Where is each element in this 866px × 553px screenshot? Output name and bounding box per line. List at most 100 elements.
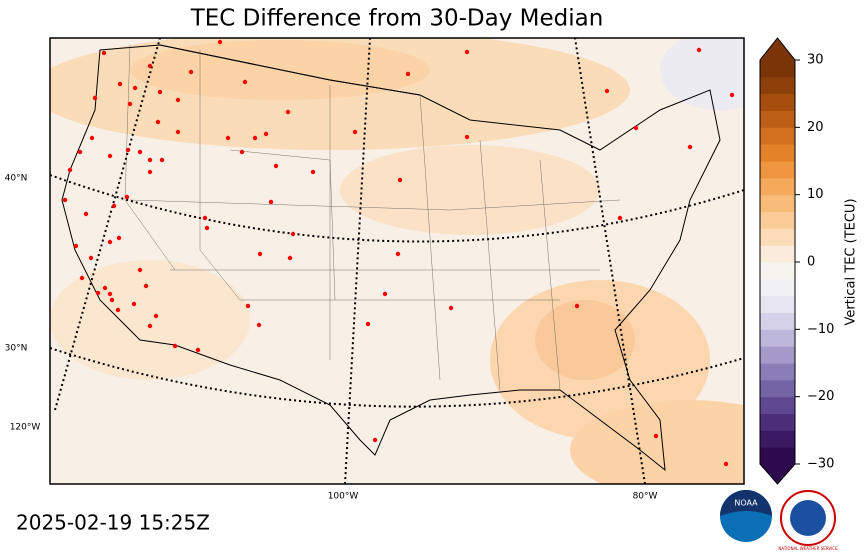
station bbox=[204, 225, 210, 231]
station bbox=[62, 197, 68, 203]
colorbar-band bbox=[760, 346, 795, 364]
station bbox=[225, 135, 231, 141]
station bbox=[285, 109, 291, 115]
station bbox=[127, 101, 133, 107]
station bbox=[653, 433, 659, 439]
colorbar-tick-label: −30 bbox=[807, 457, 834, 472]
station bbox=[137, 267, 143, 273]
colorbar-band bbox=[760, 194, 795, 212]
station bbox=[159, 157, 165, 163]
timestamp: 2025-02-19 15:25Z bbox=[16, 511, 210, 535]
station bbox=[268, 199, 274, 205]
station bbox=[687, 144, 693, 150]
nws-logo: NATIONAL WEATHER SERVICE bbox=[778, 490, 838, 551]
colorbar-band bbox=[760, 363, 795, 381]
logo-text: NATIONAL WEATHER SERVICE bbox=[778, 546, 838, 551]
station bbox=[89, 135, 95, 141]
station bbox=[464, 49, 470, 55]
logo-text: NOAA bbox=[734, 499, 758, 508]
station bbox=[188, 69, 194, 75]
station bbox=[131, 301, 137, 307]
station bbox=[124, 194, 130, 200]
station bbox=[729, 92, 735, 98]
station bbox=[604, 88, 610, 94]
station bbox=[633, 125, 639, 131]
colorbar-band bbox=[760, 447, 795, 465]
colorbar-band bbox=[760, 245, 795, 263]
station bbox=[83, 211, 89, 217]
station bbox=[107, 291, 113, 297]
colorbar-band bbox=[760, 60, 795, 78]
station bbox=[116, 235, 122, 241]
station bbox=[172, 343, 178, 349]
colorbar-band bbox=[760, 295, 795, 313]
station bbox=[574, 303, 580, 309]
colorbar-band bbox=[760, 228, 795, 246]
station bbox=[365, 321, 371, 327]
station bbox=[217, 39, 223, 45]
station bbox=[107, 239, 113, 245]
station bbox=[77, 149, 83, 155]
station bbox=[102, 285, 108, 291]
station bbox=[107, 153, 113, 159]
colorbar-tick-label: 20 bbox=[807, 120, 824, 135]
station bbox=[382, 291, 388, 297]
station bbox=[617, 215, 623, 221]
station bbox=[101, 50, 107, 56]
station bbox=[287, 255, 293, 261]
station bbox=[111, 203, 117, 209]
station bbox=[147, 157, 153, 163]
colorbar-band bbox=[760, 278, 795, 297]
colorbar-band bbox=[760, 110, 795, 128]
colorbar-band bbox=[760, 329, 795, 347]
lon-label: 120°W bbox=[10, 423, 41, 433]
station bbox=[117, 81, 123, 87]
station bbox=[137, 149, 143, 155]
station bbox=[147, 323, 153, 329]
station bbox=[405, 71, 411, 77]
station bbox=[157, 89, 163, 95]
map-frame bbox=[49, 37, 745, 485]
station bbox=[397, 177, 403, 183]
station bbox=[352, 129, 358, 135]
colorbar-band bbox=[760, 144, 795, 162]
station bbox=[155, 119, 161, 125]
station bbox=[195, 347, 201, 353]
colorbar-band bbox=[760, 312, 795, 330]
station bbox=[696, 47, 702, 53]
colorbar-band bbox=[760, 76, 795, 95]
station bbox=[273, 163, 279, 169]
station bbox=[252, 135, 258, 141]
station bbox=[125, 147, 131, 153]
station bbox=[263, 131, 269, 137]
station bbox=[239, 149, 245, 155]
station bbox=[92, 95, 98, 101]
station bbox=[175, 129, 181, 135]
lat-label: 30°N bbox=[5, 344, 28, 354]
station bbox=[242, 79, 248, 85]
lon-label: 80°W bbox=[633, 492, 658, 502]
station bbox=[448, 305, 454, 311]
colorbar-band bbox=[760, 211, 795, 229]
station bbox=[79, 275, 85, 281]
station bbox=[95, 290, 101, 296]
station bbox=[175, 97, 181, 103]
station bbox=[115, 307, 121, 313]
colorbar-extend bbox=[760, 464, 795, 484]
station bbox=[73, 243, 79, 249]
colorbar-tick-label: 0 bbox=[807, 255, 815, 270]
colorbar-tick-label: 30 bbox=[807, 53, 824, 68]
colorbar-band bbox=[760, 262, 795, 280]
station bbox=[395, 251, 401, 257]
station bbox=[372, 437, 378, 443]
colorbar-extend bbox=[760, 38, 795, 60]
station bbox=[132, 85, 138, 91]
station bbox=[153, 313, 159, 319]
station bbox=[245, 303, 251, 309]
station bbox=[88, 255, 94, 261]
station bbox=[147, 63, 153, 69]
station bbox=[147, 169, 153, 175]
station bbox=[464, 134, 470, 140]
noaa-logo: NOAA bbox=[720, 490, 772, 542]
